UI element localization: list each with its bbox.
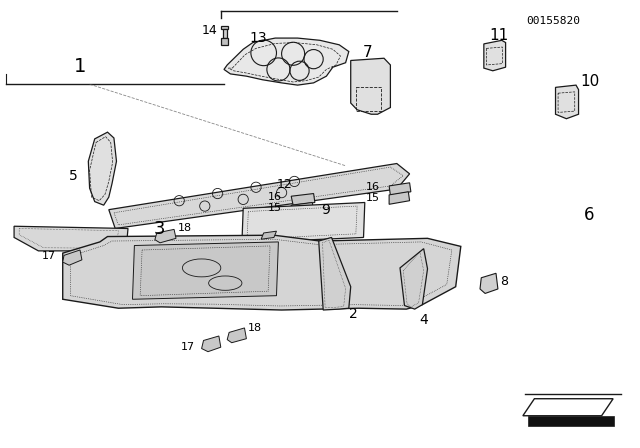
Polygon shape	[224, 38, 349, 85]
Polygon shape	[155, 229, 176, 243]
Polygon shape	[480, 273, 498, 293]
Text: 7: 7	[363, 45, 373, 60]
Polygon shape	[261, 231, 276, 239]
Text: 10: 10	[580, 74, 599, 89]
Text: 15: 15	[268, 203, 282, 213]
Polygon shape	[221, 26, 228, 29]
Text: 12: 12	[276, 178, 292, 191]
Polygon shape	[351, 58, 390, 114]
Polygon shape	[528, 416, 614, 426]
Polygon shape	[227, 328, 246, 343]
Text: 9: 9	[321, 202, 330, 217]
Text: 2: 2	[349, 307, 358, 322]
Polygon shape	[484, 40, 506, 71]
Polygon shape	[63, 250, 82, 265]
Polygon shape	[63, 235, 461, 310]
Text: 5: 5	[69, 168, 78, 183]
Text: 17: 17	[181, 342, 195, 352]
Polygon shape	[221, 38, 228, 45]
Polygon shape	[223, 29, 227, 38]
Polygon shape	[242, 202, 365, 243]
Polygon shape	[202, 336, 221, 352]
Text: 3: 3	[154, 220, 165, 238]
Polygon shape	[389, 192, 410, 204]
Polygon shape	[88, 132, 116, 205]
Text: 8: 8	[500, 275, 509, 288]
Polygon shape	[132, 242, 278, 299]
Polygon shape	[319, 237, 351, 310]
Text: 18: 18	[178, 224, 192, 233]
Polygon shape	[14, 226, 128, 251]
Text: 13: 13	[250, 31, 268, 45]
Polygon shape	[556, 85, 579, 119]
Text: 18: 18	[248, 323, 262, 333]
Text: 17: 17	[42, 251, 56, 261]
Polygon shape	[400, 249, 428, 309]
Text: 6: 6	[584, 206, 594, 224]
Text: 16: 16	[366, 182, 380, 192]
Polygon shape	[291, 202, 314, 214]
Text: 00155820: 00155820	[527, 16, 580, 26]
Text: 4: 4	[419, 313, 428, 327]
Text: 16: 16	[268, 192, 282, 202]
Polygon shape	[389, 183, 411, 195]
Polygon shape	[291, 194, 315, 205]
Text: 1: 1	[74, 57, 86, 76]
Text: 11: 11	[489, 28, 508, 43]
Text: 15: 15	[366, 193, 380, 203]
Text: 14: 14	[202, 24, 218, 37]
Polygon shape	[109, 164, 410, 228]
